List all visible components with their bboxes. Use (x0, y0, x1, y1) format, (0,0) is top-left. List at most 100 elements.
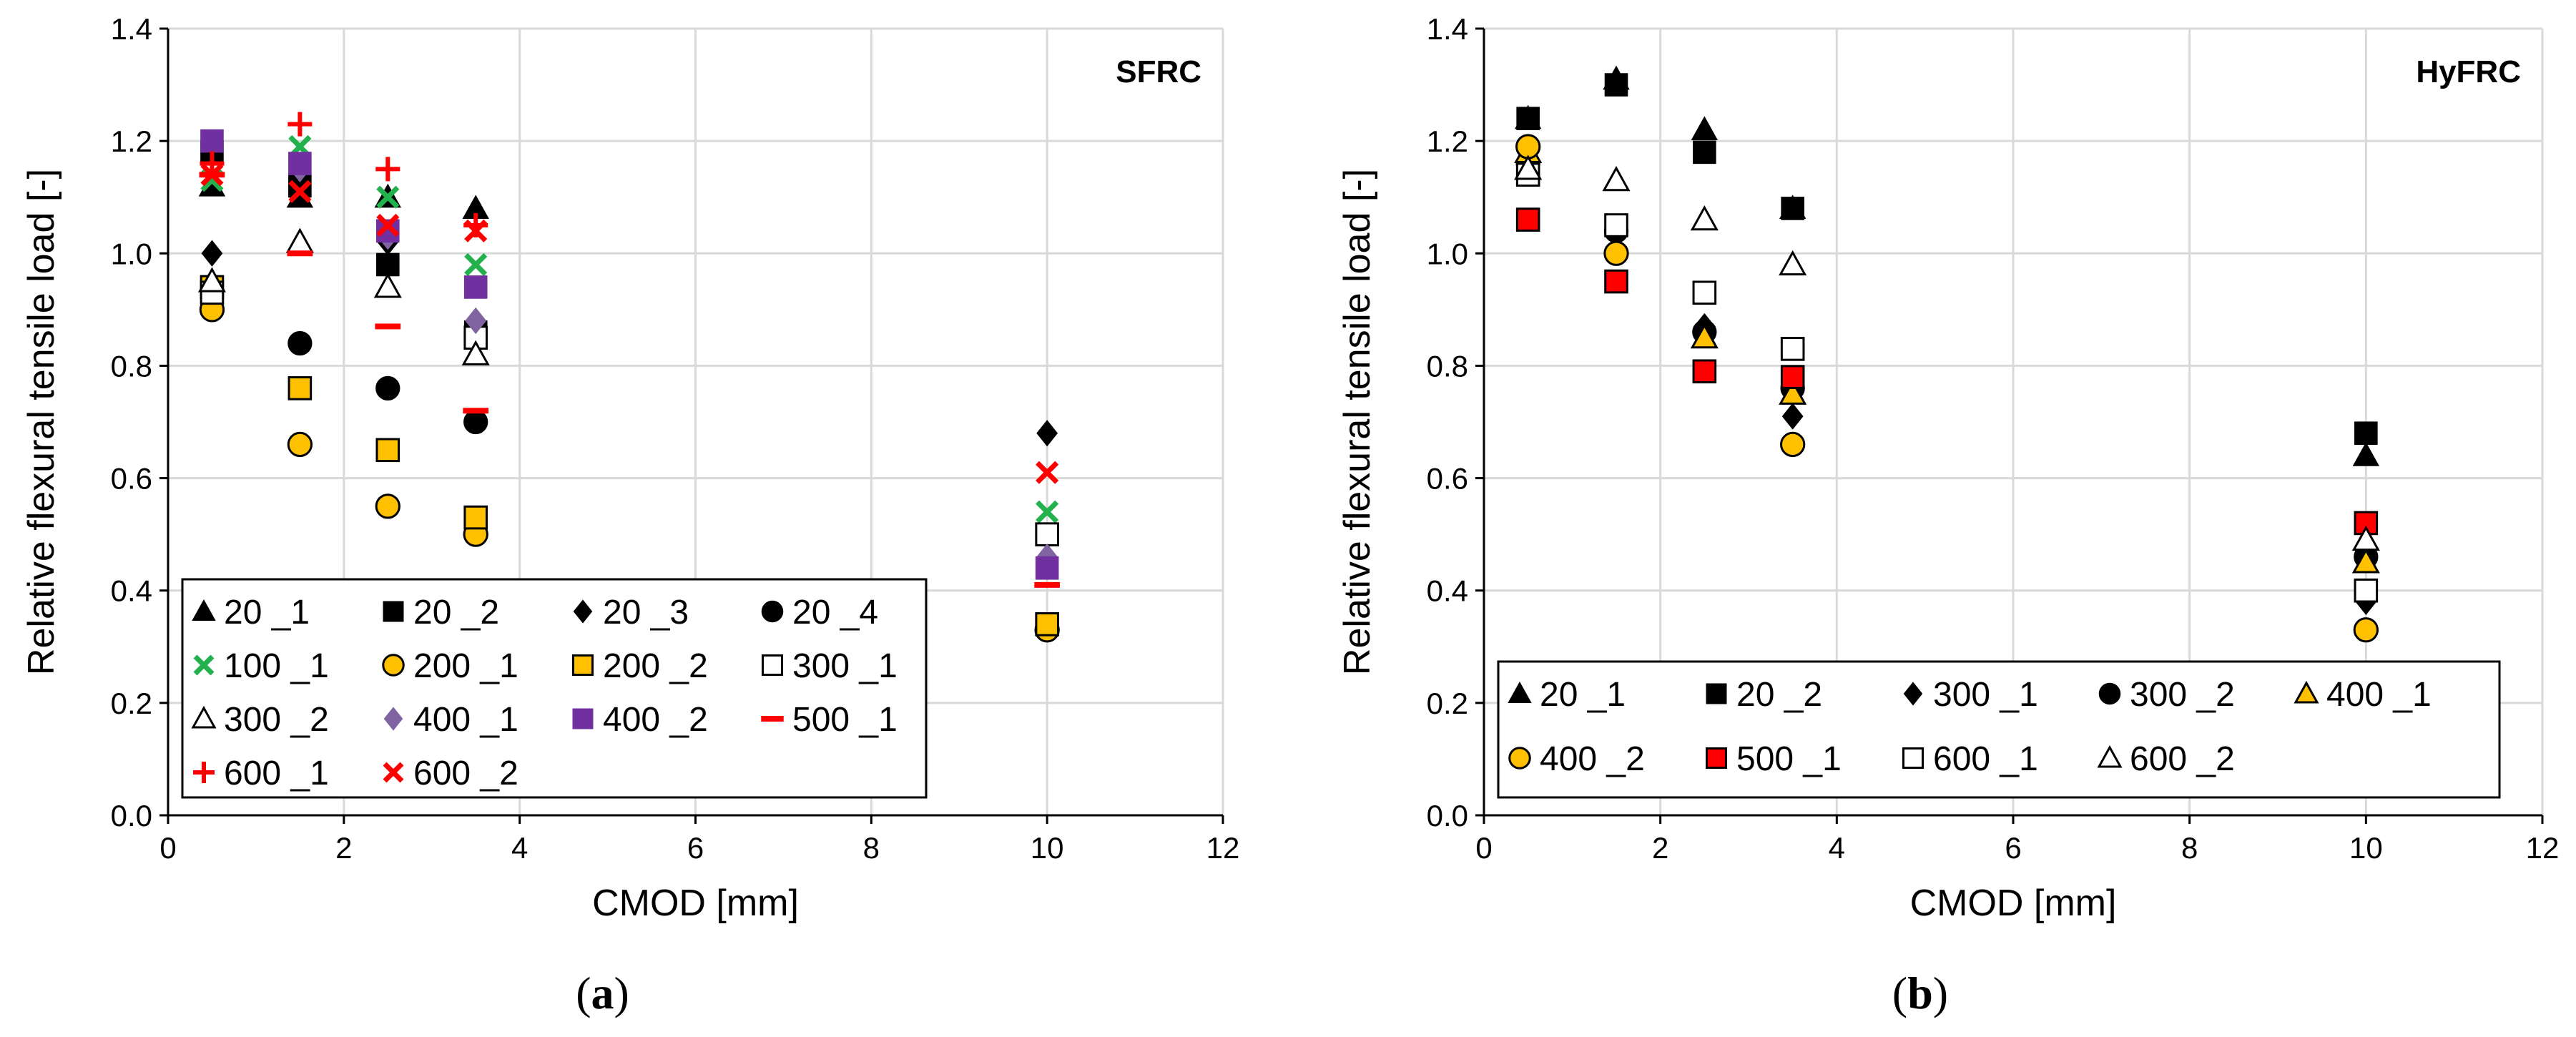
data-point-20-4 (463, 409, 488, 435)
legend-marker (572, 708, 594, 729)
data-point-300-2 (373, 272, 402, 298)
data-point-400-2 (1780, 431, 1806, 458)
legend-label: 500 _1 (792, 701, 898, 739)
legend-marker (572, 654, 594, 676)
data-point-500-1 (1034, 581, 1061, 588)
data-point-600-1 (1780, 337, 1805, 361)
y-tick-label: 0.2 (1427, 687, 1468, 720)
legend-marker (1902, 747, 1924, 769)
legend-label: 20 _1 (224, 594, 310, 631)
x-tick-label: 6 (2005, 831, 2021, 865)
data-point-200-1 (287, 431, 313, 458)
data-point-600-2 (1690, 205, 1719, 231)
data-point-600-2 (1036, 461, 1059, 484)
legend-label: 400 _1 (2326, 676, 2432, 714)
data-point-20-4 (375, 375, 400, 401)
x-tick-label: 6 (687, 831, 704, 865)
data-point-300-1 (1035, 522, 1059, 546)
data-markers (197, 112, 1061, 643)
data-point-600-1 (287, 112, 313, 137)
legend-marker (761, 716, 784, 722)
data-point-600-2 (1779, 250, 1807, 276)
data-point-300-2 (461, 340, 490, 365)
legend-box (1497, 660, 2501, 799)
data-point-400-1 (465, 307, 487, 335)
data-point-20-2 (1516, 107, 1540, 131)
x-tick-label: 12 (1206, 831, 1240, 865)
chart-panel-2: 0 2 4 6 8 10 12 0.0 0.2 0.4 0.6 0.8 1.0 1.2 1.4 CMOD [m… (1337, 12, 2559, 1018)
legend-marker (383, 762, 404, 783)
data-point-600-2 (376, 213, 400, 237)
data-point-600-1 (1604, 213, 1628, 237)
data-point-100-1 (1036, 500, 1059, 524)
x-tick-label: 2 (335, 831, 352, 865)
x-tick-label: 0 (1475, 831, 1492, 865)
x-tick-label: 10 (2349, 831, 2383, 865)
legend-label: 400 _2 (1540, 740, 1645, 778)
legend-marker (1706, 683, 1727, 704)
data-point-20-3 (1036, 420, 1058, 447)
x-axis-label: CMOD [mm] (1910, 883, 2117, 924)
data-point-600-2 (288, 180, 312, 203)
legend-label: 600 _2 (2130, 740, 2235, 778)
y-axis-label: Relative flexural tensile load [-] (21, 169, 62, 675)
legend-label: 20 _4 (792, 594, 878, 631)
y-tick-label: 0.4 (111, 574, 152, 608)
y-tick-label: 1.0 (1427, 237, 1468, 270)
data-point-500-1 (1604, 269, 1628, 294)
legend-marker (573, 599, 593, 624)
legend-marker (382, 654, 405, 677)
data-point-20-2 (375, 252, 400, 277)
legend-label: 600 _1 (224, 755, 329, 792)
data-point-20-2 (1604, 73, 1628, 97)
panel-label: (a) (576, 968, 629, 1018)
legend-marker (2294, 680, 2319, 704)
data-point-20-2 (1693, 140, 1716, 164)
data-point-200-2 (375, 438, 400, 463)
data-point-100-1 (376, 185, 400, 209)
y-tick-label: 0.6 (1427, 462, 1468, 496)
data-point-100-1 (464, 252, 488, 277)
data-point-20-2 (1781, 197, 1804, 220)
chart-title: HyFRC (2416, 54, 2521, 89)
y-tick-label: 0.0 (1427, 799, 1468, 832)
data-markers (1514, 65, 2380, 643)
legend-marker (762, 654, 783, 676)
y-tick-label: 1.2 (1427, 124, 1468, 158)
y-tick-label: 0.2 (111, 687, 152, 720)
data-point-200-2 (463, 505, 488, 530)
data-point-500-1 (375, 323, 401, 330)
data-point-400-1 (1690, 323, 1719, 349)
chart-panel-1: 0 2 4 6 8 10 12 0.0 0.2 0.4 0.6 0.8 1.0 1.2 1.4 CMOD [m… (21, 12, 1239, 1018)
legend-marker (1706, 747, 1727, 769)
legend-marker (1508, 681, 1532, 703)
x-tick-label: 4 (1829, 831, 1845, 865)
data-point-20-4 (287, 330, 313, 356)
legend: 20 _1 20 _2 300 _1 300 _2 400 _1 400 _2 500 _1… (1497, 660, 2501, 799)
data-point-20-1 (2352, 442, 2380, 466)
x-axis-label: CMOD [mm] (592, 883, 799, 924)
x-tick-label: 12 (2526, 831, 2560, 865)
x-tick-label: 4 (511, 831, 528, 865)
data-point-400-2 (200, 129, 224, 153)
data-point-500-1 (1692, 359, 1717, 384)
panel-label: (b) (1892, 968, 1948, 1018)
legend-box (181, 578, 928, 799)
x-tick-label: 8 (2181, 831, 2198, 865)
legend-marker (2098, 682, 2121, 705)
legend-label: 400 _2 (603, 701, 708, 739)
data-point-400-1 (1779, 379, 1807, 405)
y-tick-label: 1.4 (111, 12, 152, 46)
legend-label: 500 _1 (1736, 740, 1842, 778)
y-tick-label: 0.0 (111, 799, 152, 832)
x-tick-label: 0 (159, 831, 176, 865)
data-point-20-2 (2354, 421, 2378, 446)
y-tick-label: 1.0 (111, 237, 152, 270)
data-point-400-2 (463, 275, 488, 299)
legend-label: 20 _2 (413, 594, 499, 631)
legend-marker (383, 707, 403, 731)
y-tick-label: 1.2 (111, 124, 152, 158)
legend-label: 300 _1 (1933, 676, 2038, 714)
legend-marker (761, 600, 784, 623)
data-point-200-2 (287, 376, 313, 400)
